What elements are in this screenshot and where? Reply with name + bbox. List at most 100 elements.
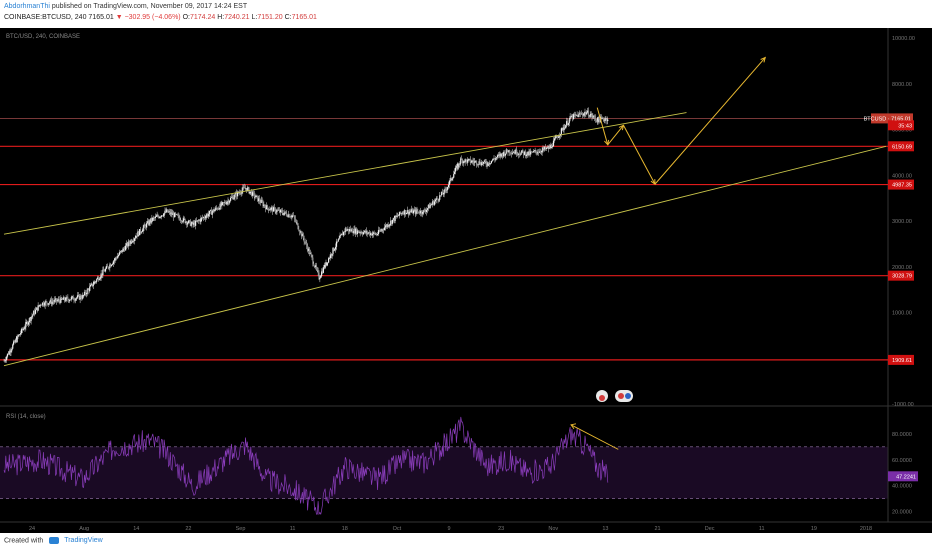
candle-body [232,196,234,200]
price-chart[interactable]: 10000.00 8000.00 6000.00 4000.00 3000.00 2000… [0,28,932,533]
candle-body [16,336,18,342]
candle-body [97,277,99,280]
candle-body [236,192,238,197]
candle-body [154,216,156,219]
candle-body [52,301,54,303]
candle-body [338,238,340,240]
candle-body [552,146,554,148]
candle-body [215,207,217,210]
candle-body [285,211,287,214]
event-badges[interactable] [596,390,633,402]
candle-body [230,197,232,201]
candle-body [519,154,521,155]
candle-body [112,261,114,264]
candle-body [184,218,186,223]
candle-body [68,299,70,302]
candle-body [573,114,576,116]
candle-body [176,214,178,216]
candle-body [459,163,461,165]
candle-body [280,209,282,211]
candle-body [393,217,395,221]
candle-body [551,145,553,148]
price-level-value: 35:43 [898,123,912,129]
candle-body [541,149,543,153]
candle-body [545,146,547,149]
candle-body [194,222,196,226]
candle-body [382,229,384,230]
candle-body [333,247,335,251]
candle-body [156,215,158,217]
candle-body [356,228,358,234]
candle-body [12,344,14,349]
candle-body [385,225,387,227]
candle-body [414,209,416,214]
axes: 10000.00 8000.00 6000.00 4000.00 3000.00 2000… [29,36,918,532]
author-link[interactable]: AbdorhmanThi [4,3,50,10]
tradingview-link[interactable]: TradingView [64,537,103,545]
trendlines [3,112,887,367]
candle-body [370,233,373,236]
candle-body [271,207,273,209]
candle-body [564,127,566,129]
candle-body [54,299,56,302]
candle-body [202,217,204,219]
candle-body [260,200,262,203]
candle-body [438,199,440,201]
candle-body [592,116,594,118]
candle-body [453,174,455,178]
low-label: L: [251,14,258,21]
candle-body [418,211,420,213]
candle-body [60,297,62,303]
candle-body [223,202,226,203]
candle-body [314,265,316,268]
candle-body [461,159,464,164]
x-tick-label: 11 [290,526,296,532]
candle-body [353,228,355,234]
candle-body [472,160,474,162]
candle-body [345,228,347,231]
candle-body [219,203,221,210]
candle-body [29,318,31,321]
candle-body [228,200,230,203]
candle-body [171,212,173,215]
candle-body [544,146,546,150]
candle-body [542,147,544,150]
candle-body [124,248,126,251]
candle-body [557,137,559,138]
candle-body [555,136,557,138]
candle-body [604,119,606,121]
candle-body [335,246,337,250]
candle-body [114,258,116,261]
candle-body [57,299,59,301]
candle-body [316,268,318,271]
candle-body [488,162,490,165]
candle-body [125,245,127,251]
candle-body [250,191,252,193]
candle-body [67,297,69,300]
created-with-text: Created with [4,537,44,545]
candle-body [524,151,527,157]
price-level-value: 4987.35 [892,183,912,189]
candle-body [81,298,83,299]
candle-body [101,273,103,276]
candle-body [594,117,597,121]
candle-body [514,152,516,154]
candle-body [120,250,122,252]
candle-body [498,154,500,156]
candle-body [148,220,150,225]
candle-body [116,258,118,259]
candle-body [314,265,317,268]
candle-body [368,232,370,234]
candle-body [486,164,488,166]
candle-body [357,230,359,233]
candle-body [399,211,401,214]
candle-body [451,178,453,181]
candle-body [354,228,356,234]
candle-body [394,215,396,221]
candle-body [206,214,208,217]
candle-body [173,213,175,218]
candle-body [530,151,532,155]
candle-body [281,210,283,214]
candle-body [439,195,441,200]
ohlc-line: COINBASE:BTCUSD, 240 7165.01 ▼ −302.95 (… [4,14,317,21]
